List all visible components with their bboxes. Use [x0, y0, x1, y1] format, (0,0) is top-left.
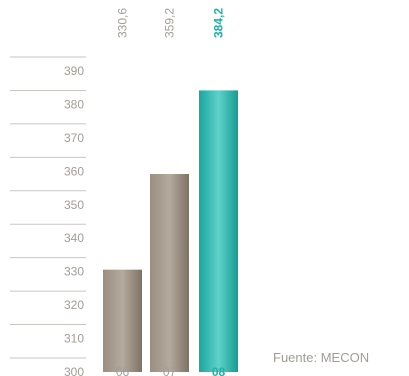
bars [103, 90, 238, 373]
y-grid [10, 56, 86, 359]
y-tick-label-350: 350 [64, 198, 84, 212]
bar-value-labels: 330,6 359,2 384,2 [116, 8, 226, 38]
y-tick-label-320: 320 [64, 298, 84, 312]
category-label-06: 06 [116, 365, 130, 376]
bar-08 [199, 90, 238, 373]
y-tick-label-380: 380 [64, 97, 84, 111]
y-axis-labels: 300 310 320 330 340 350 360 370 380 390 [64, 64, 84, 376]
bar-07 [150, 174, 189, 372]
category-label-07: 07 [163, 365, 177, 376]
category-label-08: 08 [212, 365, 226, 376]
y-tick-label-340: 340 [64, 231, 84, 245]
source-note: Fuente: MECON [273, 350, 369, 365]
y-tick-label-300: 300 [64, 365, 84, 376]
y-tick-label-310: 310 [64, 332, 84, 346]
y-tick-label-360: 360 [64, 164, 84, 178]
x-axis-labels: 06 07 08 [116, 365, 226, 376]
y-tick-label-330: 330 [64, 265, 84, 279]
y-tick-label-390: 390 [64, 64, 84, 78]
bar-06 [103, 269, 142, 372]
y-tick-label-370: 370 [64, 131, 84, 145]
value-label-06: 330,6 [116, 8, 130, 38]
value-label-07: 359,2 [163, 8, 177, 38]
value-label-08: 384,2 [212, 8, 226, 38]
